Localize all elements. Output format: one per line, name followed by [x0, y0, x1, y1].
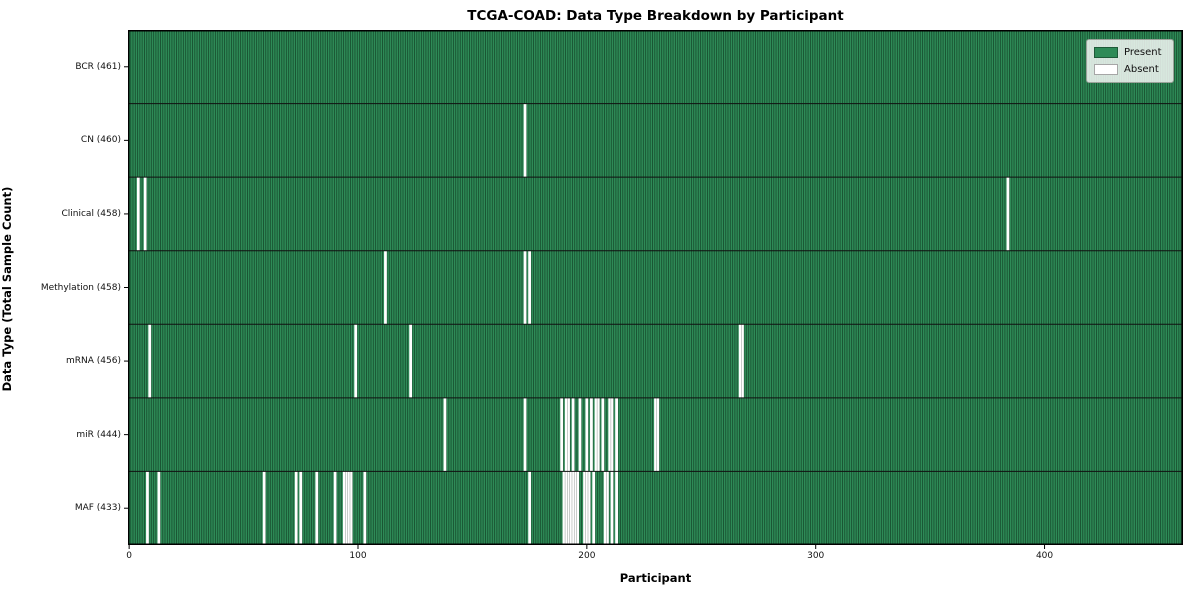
- xtick-label-100: 100: [349, 551, 367, 561]
- ytick-label-mrna: mRNA (456): [66, 356, 121, 367]
- x-axis-title: Participant: [619, 571, 692, 585]
- legend-label: Absent: [1124, 64, 1159, 75]
- plot-area: [124, 30, 1183, 549]
- heatmap-svg: [124, 30, 1183, 549]
- legend: Present Absent: [1086, 39, 1174, 83]
- ytick-label-methylation: Methylation (458): [40, 282, 121, 293]
- ytick-label-mir: miR (444): [76, 429, 121, 440]
- ytick-label-bcr: BCR (461): [75, 61, 121, 72]
- legend-swatch-absent: [1094, 64, 1118, 75]
- legend-swatch-present: [1094, 47, 1118, 58]
- legend-label: Present: [1124, 47, 1162, 58]
- ytick-label-clinical: Clinical (458): [61, 208, 121, 219]
- ytick-label-maf: MAF (433): [74, 503, 121, 514]
- chart-title: TCGA-COAD: Data Type Breakdown by Partic…: [467, 8, 844, 24]
- ytick-label-cn: CN (460): [80, 135, 121, 146]
- legend-item-present: Present: [1094, 44, 1166, 61]
- xtick-label-400: 400: [1035, 551, 1054, 561]
- xtick-label-200: 200: [578, 551, 596, 561]
- xtick-label-0: 0: [126, 551, 133, 561]
- legend-item-absent: Absent: [1094, 61, 1166, 78]
- xtick-label-300: 300: [807, 551, 825, 561]
